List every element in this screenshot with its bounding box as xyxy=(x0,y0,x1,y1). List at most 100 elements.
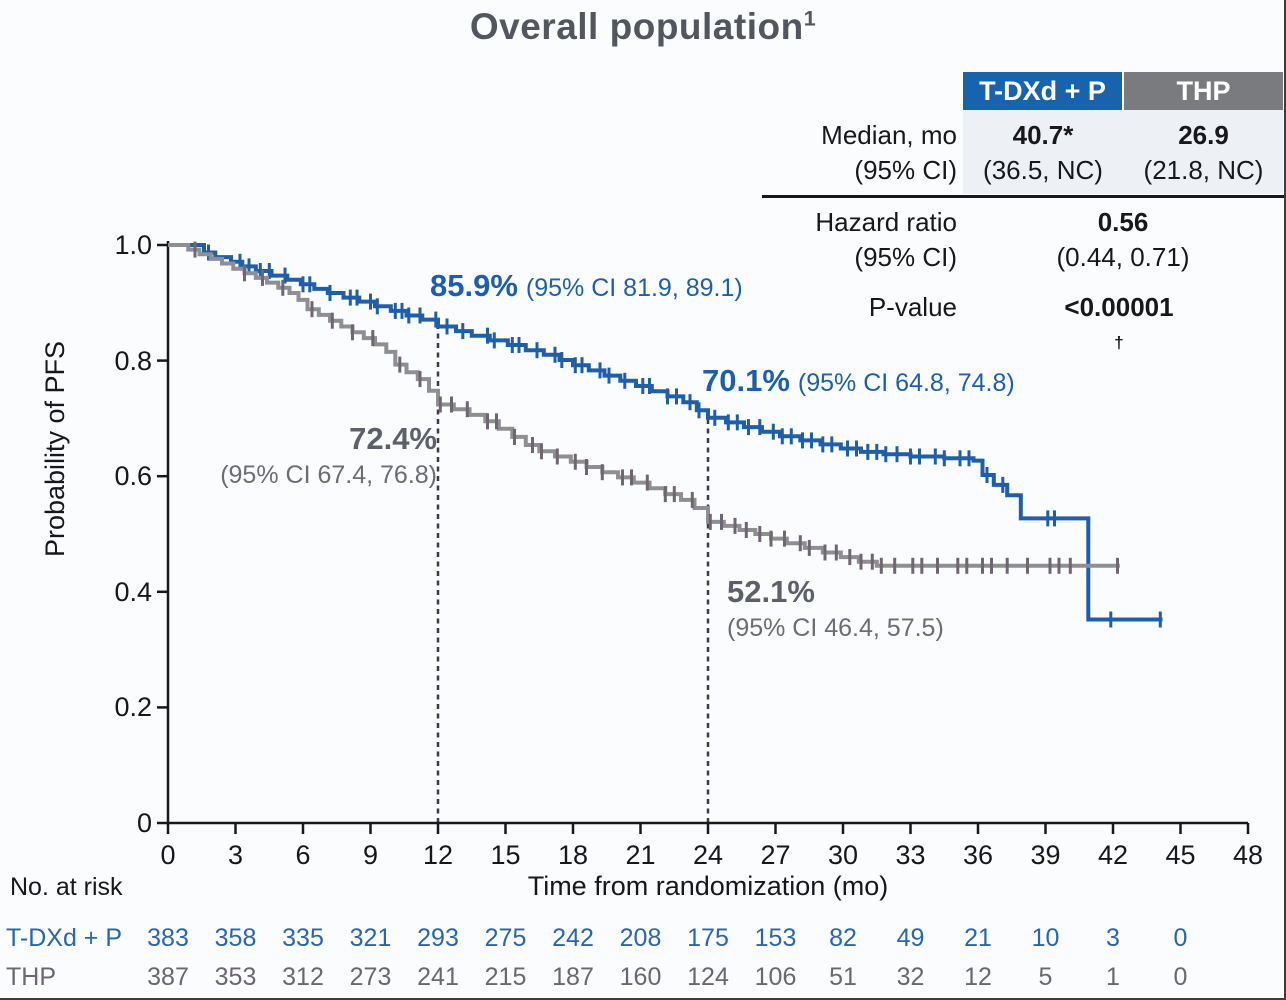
risk-count: 187 xyxy=(552,963,594,991)
x-tick-label: 27 xyxy=(760,840,791,870)
p-value-number: <0.00001 xyxy=(1064,292,1174,322)
risk-count: 387 xyxy=(147,963,189,991)
landmark-24mo-thp: 52.1% (95% CI 46.4, 57.5) xyxy=(727,574,944,646)
risk-count: 358 xyxy=(214,924,257,952)
median-tdxd-value: 40.7* xyxy=(1012,120,1074,150)
screenshot-edge-right xyxy=(1284,0,1286,1000)
stats-header-tdxd-p: T-DXd + P xyxy=(963,72,1122,110)
landmark-ci: (95% CI 81.9, 89.1) xyxy=(525,274,743,302)
risk-count: 124 xyxy=(687,963,729,991)
risk-count: 32 xyxy=(896,963,925,991)
y-tick-label: 0 xyxy=(136,808,152,838)
landmark-rate: 72.4% xyxy=(349,421,437,456)
page-title-superscript: 1 xyxy=(803,6,817,31)
hr-label-line1: Hazard ratio xyxy=(815,207,957,237)
x-tick-label: 33 xyxy=(895,840,926,870)
x-tick-label: 0 xyxy=(160,840,176,870)
risk-count: 153 xyxy=(754,924,797,952)
x-tick-label: 39 xyxy=(1030,840,1061,870)
landmark-ci: (95% CI 64.8, 74.8) xyxy=(797,369,1015,397)
risk-count: 12 xyxy=(964,963,992,991)
median-thp-value: 26.9 xyxy=(1178,120,1229,150)
landmark-ci: (95% CI 67.4, 76.8) xyxy=(220,461,437,489)
stats-header-thp: THP xyxy=(1124,72,1283,110)
x-tick-label: 3 xyxy=(227,840,244,870)
screenshot-edge-bottom xyxy=(0,998,1286,1000)
risk-count: 215 xyxy=(484,963,527,991)
risk-count: 312 xyxy=(282,963,324,991)
risk-count: 106 xyxy=(754,963,797,991)
y-tick-label: 0.6 xyxy=(114,461,152,492)
x-tick-label: 21 xyxy=(625,840,656,870)
risk-count: 51 xyxy=(829,963,857,991)
x-tick-label: 15 xyxy=(490,840,521,870)
risk-count: 5 xyxy=(1038,963,1053,991)
stats-table-divider xyxy=(762,195,1284,198)
risk-count: 273 xyxy=(349,963,392,991)
median-label-line1: Median, mo xyxy=(821,120,957,150)
risk-count: 0 xyxy=(1173,924,1188,952)
x-tick-label: 48 xyxy=(1232,840,1264,870)
x-tick-label: 12 xyxy=(422,840,454,870)
risk-count: 21 xyxy=(964,924,992,952)
x-tick-label: 30 xyxy=(827,840,859,870)
km-curve-t-dxd-p xyxy=(168,243,1163,622)
hr-label-line2: (95% CI) xyxy=(854,242,957,272)
risk-count: 49 xyxy=(896,924,925,952)
hr-ci: (0.44, 0.71) xyxy=(1056,242,1190,272)
stats-value-median-tdxd: 40.7* (36.5, NC) xyxy=(963,118,1123,188)
risk-row-label: T-DXd + P xyxy=(6,924,123,952)
x-tick-label: 9 xyxy=(362,840,379,870)
landmark-12mo-tdxd-p: 85.9% (95% CI 81.9, 89.1) xyxy=(430,268,743,304)
x-tick-label: 42 xyxy=(1097,840,1129,870)
risk-count: 321 xyxy=(349,924,392,952)
y-axis-title: Probability of PFS xyxy=(40,340,70,558)
y-tick-label: 0.4 xyxy=(114,576,152,607)
x-tick-label: 24 xyxy=(692,840,724,870)
risk-count: 335 xyxy=(282,924,324,952)
median-label-line2: (95% CI) xyxy=(854,155,957,185)
landmark-rate: 52.1% xyxy=(727,574,815,609)
y-tick-label: 0.2 xyxy=(114,692,152,723)
landmark-ci: (95% CI 46.4, 57.5) xyxy=(727,614,944,642)
risk-count: 353 xyxy=(214,963,257,991)
no-at-risk-title: No. at risk xyxy=(10,873,123,901)
page-title-text: Overall population xyxy=(469,6,804,47)
risk-count: 160 xyxy=(619,963,662,991)
landmark-12mo-thp: 72.4% (95% CI 67.4, 76.8) xyxy=(155,421,437,493)
stats-value-median-thp: 26.9 (21.8, NC) xyxy=(1124,118,1283,188)
page-title: Overall population1 xyxy=(0,6,1286,48)
risk-row-label: THP xyxy=(6,963,56,991)
risk-count: 175 xyxy=(687,924,729,952)
risk-count: 3 xyxy=(1106,924,1120,952)
risk-count: 275 xyxy=(484,924,527,952)
risk-count: 10 xyxy=(1031,924,1060,952)
median-thp-ci: (21.8, NC) xyxy=(1143,155,1264,185)
landmark-24mo-tdxd-p: 70.1% (95% CI 64.8, 74.8) xyxy=(702,363,1015,399)
risk-count: 242 xyxy=(552,924,594,952)
hr-value: 0.56 xyxy=(1097,207,1149,237)
landmark-rate: 70.1% xyxy=(702,363,790,398)
p-value-dagger: † xyxy=(1114,333,1124,352)
y-tick-label: 0.8 xyxy=(114,345,152,376)
km-curve-thp xyxy=(168,243,1120,568)
x-tick-label: 6 xyxy=(295,840,311,870)
risk-count: 1 xyxy=(1106,963,1120,991)
landmark-rate: 85.9% xyxy=(430,268,518,303)
x-tick-label: 45 xyxy=(1165,840,1196,870)
x-tick-label: 18 xyxy=(557,840,589,870)
risk-count: 82 xyxy=(829,924,857,952)
risk-count: 383 xyxy=(147,924,189,952)
stats-value-hazard-ratio: 0.56 (0.44, 0.71) xyxy=(963,205,1283,275)
x-tick-label: 36 xyxy=(962,840,994,870)
median-tdxd-ci: (36.5, NC) xyxy=(983,155,1103,185)
x-axis-title: Time from randomization (mo) xyxy=(527,871,889,901)
risk-count: 293 xyxy=(417,924,459,952)
risk-count: 208 xyxy=(619,924,662,952)
stats-table-body-background xyxy=(963,110,1283,194)
stats-label-p-value: P-value xyxy=(868,292,957,322)
y-tick-label: 1.0 xyxy=(114,230,152,260)
risk-count: 0 xyxy=(1173,963,1188,991)
stats-label-hazard-ratio: Hazard ratio (95% CI) xyxy=(815,205,957,275)
